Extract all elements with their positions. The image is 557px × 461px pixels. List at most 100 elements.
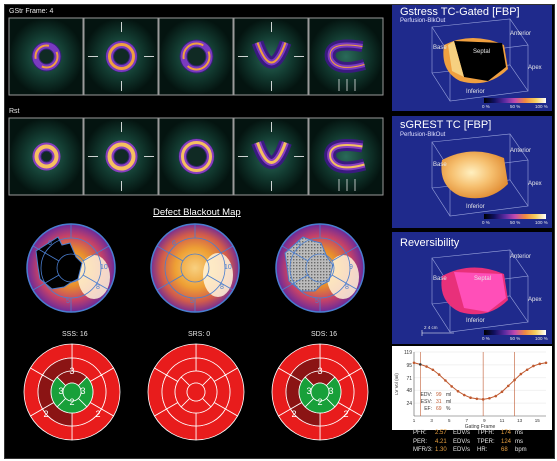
curve-point <box>462 393 466 397</box>
label-anterior: Anterior <box>510 254 532 260</box>
curve-point <box>450 385 454 388</box>
stress-header: GStr Frame: 4 <box>9 8 54 15</box>
table-cell: TPFR: <box>477 430 495 436</box>
stat-unit: % <box>446 406 451 412</box>
curve-point <box>494 394 498 398</box>
table-cell: TPER: <box>477 438 495 445</box>
scale-0: 0 % <box>482 220 490 225</box>
table-cell: EDV/s <box>453 447 471 453</box>
curve-point <box>525 368 529 372</box>
x-tick-label: 9 <box>483 418 486 423</box>
table-cell: 68 <box>501 447 508 453</box>
table-cell: 124 <box>501 438 512 445</box>
stress-slice-5[interactable] <box>308 17 384 96</box>
lv-3d-render <box>421 249 529 336</box>
curve-point <box>519 372 523 376</box>
curve-point <box>532 364 535 368</box>
curve-point <box>488 396 491 400</box>
apex-segment[interactable] <box>310 382 330 402</box>
rest-slice-3[interactable] <box>158 117 234 196</box>
stat-value: 69 <box>436 406 442 412</box>
rest-slice-4[interactable] <box>233 117 309 196</box>
lv-surface <box>441 151 508 199</box>
panel-title: Reversibility <box>400 237 460 249</box>
polar-num: 6 <box>48 240 52 247</box>
label-inferior: Inferior <box>466 318 485 324</box>
polar-map-rest[interactable]: 6 10 8 5 <box>150 223 240 313</box>
segment-score: 2 <box>69 397 74 407</box>
polar-num: 10 <box>224 264 232 271</box>
rest-header: Rst <box>9 108 20 115</box>
apex-segment[interactable] <box>186 382 206 402</box>
label-anterior: Anterior <box>510 148 532 154</box>
x-tick-label: 11 <box>500 418 505 423</box>
y-tick-label: 71 <box>406 376 412 382</box>
volume-curve-line <box>413 362 547 400</box>
table-cell: 1.30 <box>435 447 447 453</box>
color-scale-bar <box>484 98 546 103</box>
label-base: Base <box>433 45 447 51</box>
polar-map-stress[interactable]: 6 10 8 5 <box>26 223 116 313</box>
bullseye-sds[interactable]: 33 322 2 <box>271 343 369 441</box>
segment-score: 2 <box>95 409 100 419</box>
y-tick-label: 24 <box>406 401 412 407</box>
label-base: Base <box>433 276 447 282</box>
reversible-region <box>284 236 334 292</box>
segment-score: 2 <box>43 409 48 419</box>
chart-background <box>392 346 552 430</box>
bullseye-srs[interactable] <box>147 343 245 441</box>
lv-3d-render <box>431 18 529 102</box>
panel-title: Gstress TC-Gated [FBP] <box>400 6 520 18</box>
panel-reversibility-3d[interactable]: Reversibility Anterior Septal Apex Infer… <box>392 232 552 344</box>
label-septal: Septal <box>473 49 491 55</box>
y-tick-label: 119 <box>404 350 412 356</box>
stress-slice-2[interactable] <box>83 17 159 96</box>
rest-slice-5[interactable] <box>308 117 384 196</box>
scale-50: 50 % <box>510 104 521 109</box>
label-apex: Apex <box>528 65 542 71</box>
stress-slice-1[interactable] <box>8 17 84 96</box>
table-cell: MFR/3: <box>413 447 433 453</box>
x-tick-label: 7 <box>466 418 469 423</box>
segment-score: 3 <box>80 386 85 396</box>
curve-point <box>538 362 542 366</box>
stat-unit: ml <box>446 399 451 405</box>
rest-slice-1[interactable] <box>8 117 84 196</box>
panel-stress-3d[interactable]: Gstress TC-Gated [FBP] Perfusion-BlkOut … <box>392 5 552 111</box>
label-apex: Apex <box>528 181 542 187</box>
segment-score: 3 <box>317 366 322 376</box>
blackout-area <box>454 41 506 81</box>
apex-segment[interactable] <box>62 382 82 402</box>
curve-point <box>418 363 422 366</box>
table-cell: PFR: <box>413 430 427 436</box>
curve-point <box>481 398 485 401</box>
rest-slice-row <box>8 117 384 196</box>
label-base: Base <box>433 162 447 168</box>
segment-score: 2 <box>317 397 322 407</box>
curve-point <box>425 365 428 368</box>
curve-point <box>513 378 516 382</box>
curve-point <box>431 368 435 372</box>
stat-label: EDV: <box>421 392 432 398</box>
table-cell: 2.57 <box>435 430 447 436</box>
curve-point <box>437 373 441 376</box>
stress-slice-4[interactable] <box>233 17 309 96</box>
polar-num: 8 <box>96 284 100 291</box>
y-tick-label: 48 <box>406 388 412 394</box>
polar-num: 10 <box>100 264 108 271</box>
rest-slice-2[interactable] <box>83 117 159 196</box>
scale-100: 100 % <box>535 220 548 225</box>
segment-score: 3 <box>306 386 311 396</box>
segment-score: 2 <box>343 409 348 419</box>
curve-point <box>500 390 504 394</box>
x-tick-label: 1 <box>413 418 416 423</box>
stress-slice-3[interactable] <box>158 17 234 96</box>
table-cell: PER: <box>413 438 428 445</box>
polar-num: 9 <box>349 264 353 271</box>
bullseye-sss[interactable]: 33 322 2 <box>23 343 121 441</box>
polar-map-sds[interactable]: 6 9 8 5 <box>275 223 365 313</box>
panel-rest-3d[interactable]: sGREST TC [FBP] Perfusion-BlkOut Anterio… <box>392 116 552 228</box>
curve-point <box>456 389 460 393</box>
sss-label: SSS: 16 <box>62 331 88 338</box>
